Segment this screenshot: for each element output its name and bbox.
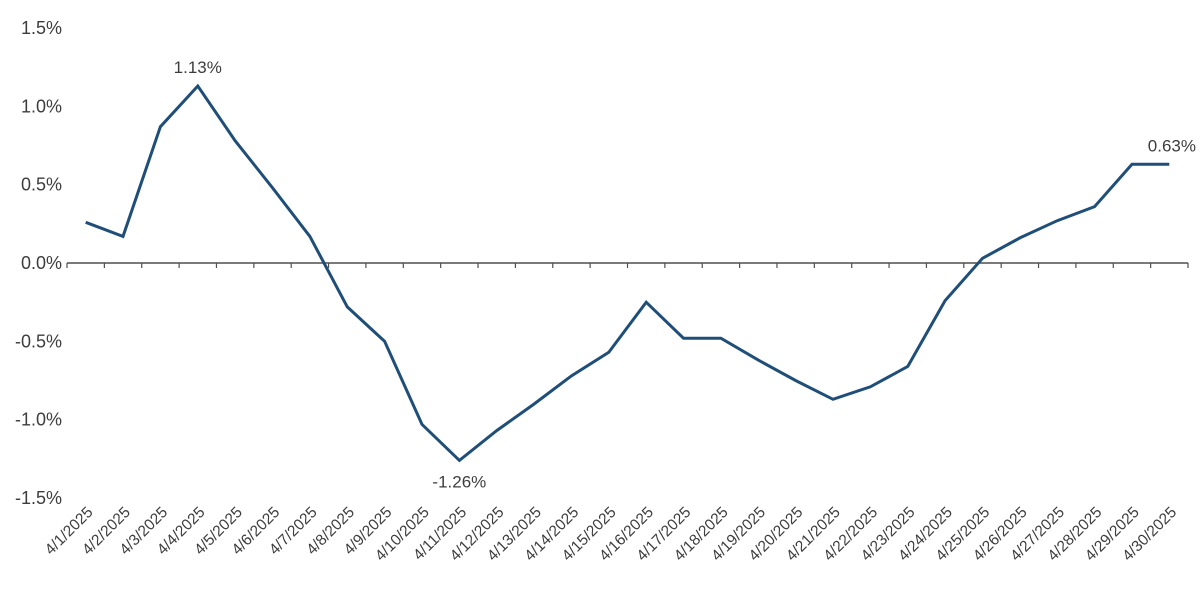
y-axis-tick-label: 1.5% — [21, 18, 62, 38]
data-point-label: 1.13% — [174, 58, 222, 77]
y-axis-tick-label: 1.0% — [21, 96, 62, 116]
y-axis-tick-label: 0.5% — [21, 175, 62, 195]
y-axis-tick-label: -0.5% — [15, 331, 62, 351]
series-line — [85, 83, 1170, 463]
y-axis-tick-label: -1.5% — [15, 488, 62, 508]
y-axis-tick-label: -1.0% — [15, 410, 62, 430]
data-point-label: -1.26% — [432, 472, 486, 491]
data-point-label: 0.63% — [1148, 136, 1196, 155]
y-axis-tick-label: 0.0% — [21, 253, 62, 273]
